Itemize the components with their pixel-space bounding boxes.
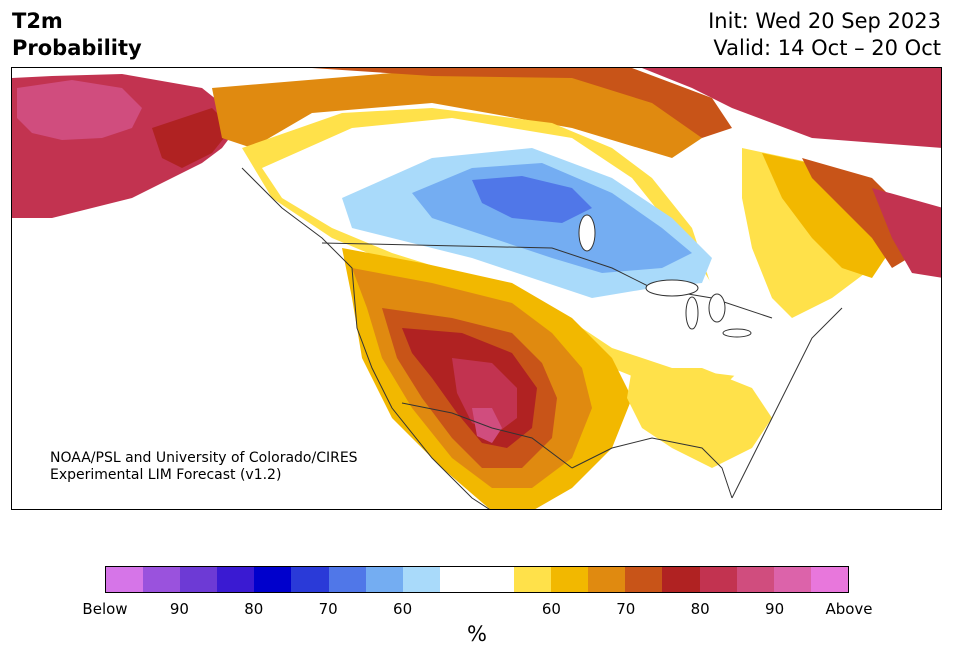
attribution-line-2: Experimental LIM Forecast (v1.2) xyxy=(50,467,282,483)
colorbar-cell-12 xyxy=(551,567,589,592)
alaska-pink-core xyxy=(17,80,142,140)
forecast-map: NOAA/PSL and University of Colorado/CIRE… xyxy=(11,67,942,510)
valid-range: Valid: 14 Oct – 20 Oct xyxy=(713,36,941,60)
colorbar-tick-4: 60 xyxy=(393,600,413,618)
colorbar-tick-8: 90 xyxy=(765,600,785,618)
map-title: T2m Probability xyxy=(12,8,142,62)
colorbar-cell-3 xyxy=(217,567,255,592)
colorbar-cell-0 xyxy=(106,567,144,592)
alaska-red-edge xyxy=(152,108,232,168)
canada-north-red xyxy=(312,68,732,138)
colorbar-cell-6 xyxy=(328,567,366,592)
lake-erie xyxy=(722,328,752,338)
date-header: Init: Wed 20 Sep 2023 Valid: 14 Oct – 20… xyxy=(708,8,941,62)
colorbar-cell-11 xyxy=(514,567,552,592)
coastline-west xyxy=(241,167,490,509)
map-canvas xyxy=(12,68,941,509)
mexico-pink xyxy=(472,408,502,443)
colorbar-cell-10 xyxy=(476,567,515,592)
labrador-crimson xyxy=(872,188,941,278)
colorbar-tick-3: 70 xyxy=(318,600,338,618)
canada-arctic-crimson xyxy=(642,68,941,148)
probability-fields xyxy=(12,68,941,509)
colorbar-cell-2 xyxy=(180,567,218,592)
colorbar-cell-4 xyxy=(254,567,292,592)
colorbar-cell-14 xyxy=(625,567,663,592)
colorbar-cell-13 xyxy=(588,567,626,592)
colorbar-tick-5: 60 xyxy=(541,600,561,618)
colorbar-tick-1: 90 xyxy=(169,600,189,618)
colorbar-cell-15 xyxy=(662,567,700,592)
init-date: Init: Wed 20 Sep 2023 xyxy=(708,9,941,33)
us-southeast-yellow xyxy=(627,368,772,468)
colorbar-cell-8 xyxy=(402,567,440,592)
product-label: Probability xyxy=(12,36,142,60)
colorbar-cell-18 xyxy=(773,567,811,592)
attribution-line-1: NOAA/PSL and University of Colorado/CIRE… xyxy=(50,450,358,466)
colorbar-unit: % xyxy=(467,622,487,646)
colorbar-cell-5 xyxy=(291,567,329,592)
lake-huron xyxy=(708,293,726,323)
lake-winnipeg xyxy=(578,214,596,252)
variable-label: T2m xyxy=(12,9,63,33)
colorbar-cell-19 xyxy=(810,567,848,592)
colorbar-cell-9 xyxy=(439,567,477,592)
colorbar-tick-2: 80 xyxy=(244,600,264,618)
east-canada-red xyxy=(802,158,917,268)
us-mexico-border xyxy=(401,402,573,469)
colorbar-cell-7 xyxy=(365,567,403,592)
probability-colorbar xyxy=(105,566,849,593)
gulf-coast xyxy=(571,437,733,499)
colorbar-cell-1 xyxy=(143,567,181,592)
lake-superior xyxy=(645,279,699,297)
lake-michigan xyxy=(685,296,699,330)
colorbar-tick-0: Below xyxy=(82,600,128,618)
colorbar-cell-16 xyxy=(699,567,737,592)
colorbar-cell-17 xyxy=(736,567,774,592)
east-canada-orange xyxy=(762,153,892,278)
blue-strong xyxy=(472,176,592,223)
canada-north-orange xyxy=(212,73,702,158)
colorbar-tick-9: Above xyxy=(825,600,873,618)
atlantic-coast xyxy=(731,307,843,499)
colorbar-tick-7: 80 xyxy=(690,600,710,618)
us-southwest-crimson xyxy=(452,358,517,433)
attribution: NOAA/PSL and University of Colorado/CIRE… xyxy=(50,450,358,484)
great-lakes xyxy=(578,214,752,338)
colorbar-tick-6: 70 xyxy=(616,600,636,618)
